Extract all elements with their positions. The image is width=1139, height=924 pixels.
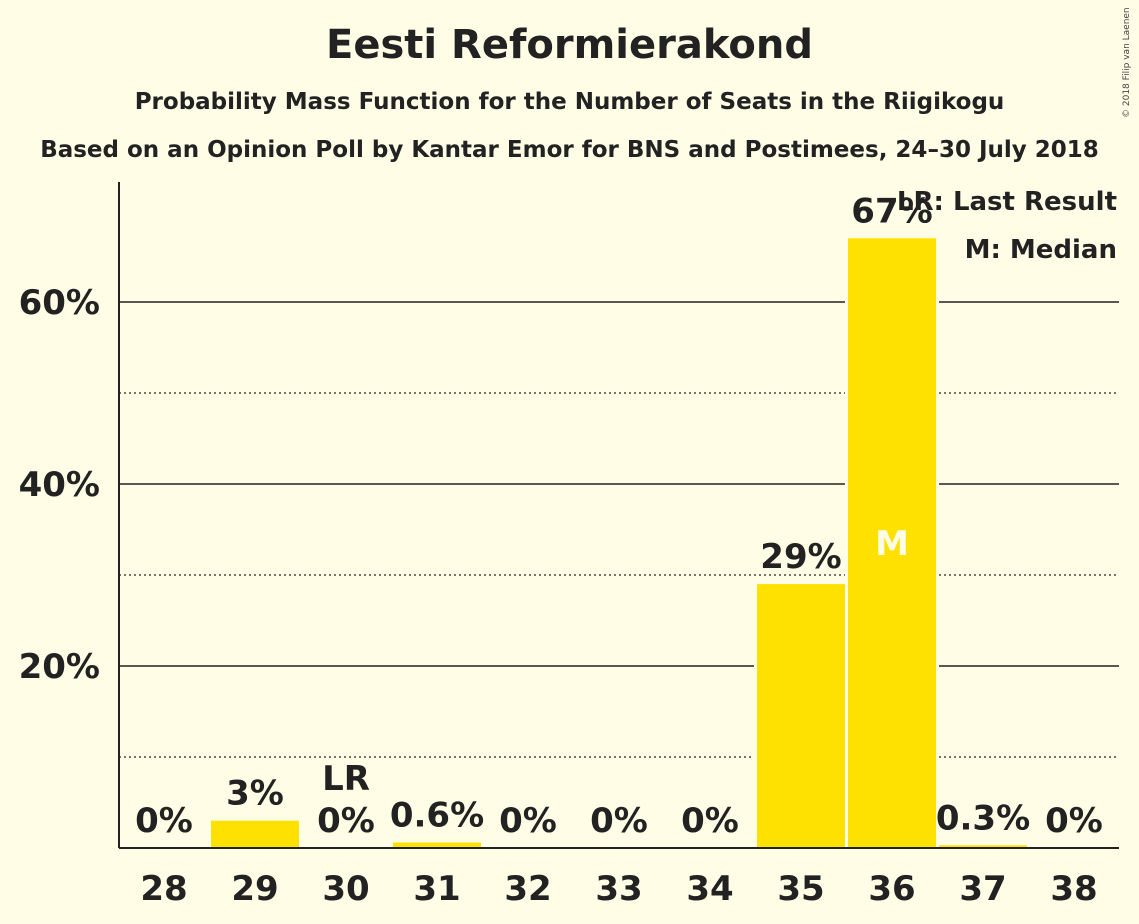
bar-layer [208, 238, 1030, 849]
bar [939, 845, 1027, 848]
axis-layer: 20% 40% 60% 28 29 30 31 32 33 34 35 36 37 38 [19, 182, 1119, 909]
data-label: 0% [499, 801, 557, 841]
data-label: 0% [135, 801, 193, 841]
legend-background [936, 183, 1119, 269]
data-label: 0.3% [936, 798, 1030, 838]
chart-title: Eesti Reformierakond [326, 22, 813, 68]
x-tick-label: 32 [504, 869, 551, 909]
data-label: 3% [226, 774, 284, 814]
x-tick-label: 28 [140, 869, 187, 909]
legend-median: M: Median [965, 235, 1117, 265]
bar [757, 584, 845, 848]
median-marker: M [875, 524, 909, 564]
chart-source-subtitle: Based on an Opinion Poll by Kantar Emor … [40, 137, 1099, 163]
label-layer: 0%3%0%LR0.6% 0% 0% 0%29%67%M0.3% 0%LR: Last … [135, 183, 1119, 841]
x-tick-label: 35 [777, 869, 824, 909]
y-tick-label: 40% [19, 465, 100, 505]
x-tick-label: 31 [413, 869, 460, 909]
x-tick-label: 36 [868, 869, 915, 909]
data-label: 29% [760, 537, 841, 577]
bar [848, 238, 936, 849]
x-tick-label: 29 [231, 869, 278, 909]
data-label: 0% [1045, 801, 1103, 841]
y-tick-label: 60% [19, 283, 100, 323]
data-label: 0% [681, 801, 739, 841]
data-label: 0% [590, 801, 648, 841]
x-tick-label: 30 [322, 869, 369, 909]
x-tick-label: 37 [959, 869, 1006, 909]
bar [393, 842, 481, 848]
x-tick-label: 33 [595, 869, 642, 909]
last-result-marker: LR [322, 759, 370, 799]
data-label: 0% [317, 801, 375, 841]
data-label: 0.6% [390, 796, 484, 836]
legend-last-result: LR: Last Result [897, 187, 1117, 217]
grid-layer [119, 301, 1119, 758]
data-label: 67% [851, 191, 932, 231]
y-tick-label: 20% [19, 647, 100, 687]
bar [211, 820, 299, 848]
x-tick-label: 38 [1050, 869, 1097, 909]
chart-subtitle: Probability Mass Function for the Number… [134, 89, 1005, 115]
x-tick-label: 34 [686, 869, 733, 909]
